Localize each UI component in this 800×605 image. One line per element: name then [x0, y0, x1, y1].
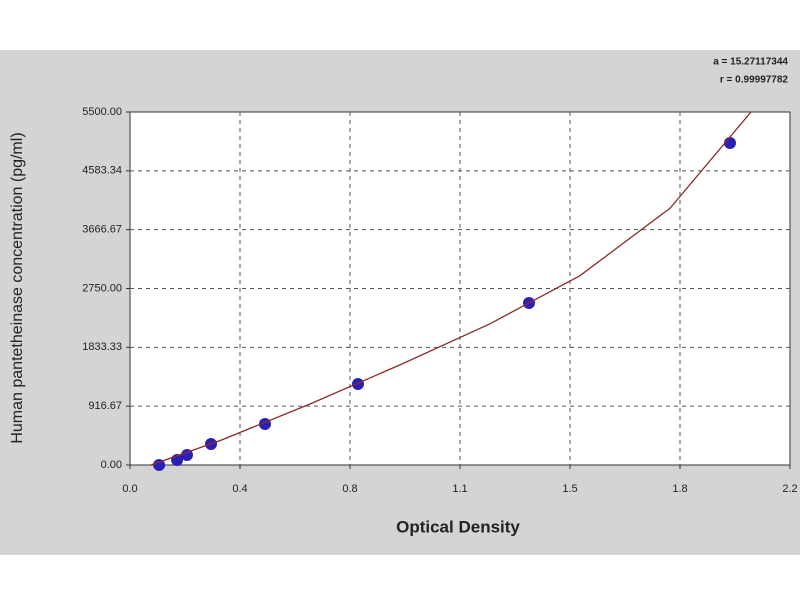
y-tick-label: 2750.00 — [82, 282, 122, 294]
data-point — [352, 378, 364, 391]
y-tick-label: 5500.00 — [82, 106, 122, 118]
y-axis-label: Human pantetheinase concentration (pg/ml… — [9, 132, 26, 443]
x-tick-label: 0.8 — [342, 483, 357, 495]
x-tick-label: 2.2 — [782, 483, 797, 495]
annotation: r = 0.99997782 — [720, 75, 789, 86]
y-tick-label: 4583.34 — [82, 165, 122, 177]
y-tick-label: 1833.33 — [82, 341, 122, 353]
x-tick-label: 0.4 — [232, 483, 247, 495]
data-point — [153, 459, 166, 471]
x-tick-label: 1.5 — [562, 483, 577, 495]
fit-curve — [150, 111, 752, 466]
y-tick-label: 0.00 — [101, 459, 122, 471]
x-tick-label: 0.0 — [122, 483, 137, 495]
data-point — [181, 448, 193, 461]
annotation: a = 15.27117344 — [713, 57, 788, 68]
y-tick-label: 3666.67 — [82, 224, 122, 236]
data-point — [724, 136, 736, 149]
x-tick-label: 1.1 — [452, 483, 467, 495]
x-axis-label: Optical Density — [396, 517, 520, 536]
x-tick-label: 1.8 — [672, 483, 687, 495]
y-tick-label: 916.67 — [88, 400, 122, 412]
